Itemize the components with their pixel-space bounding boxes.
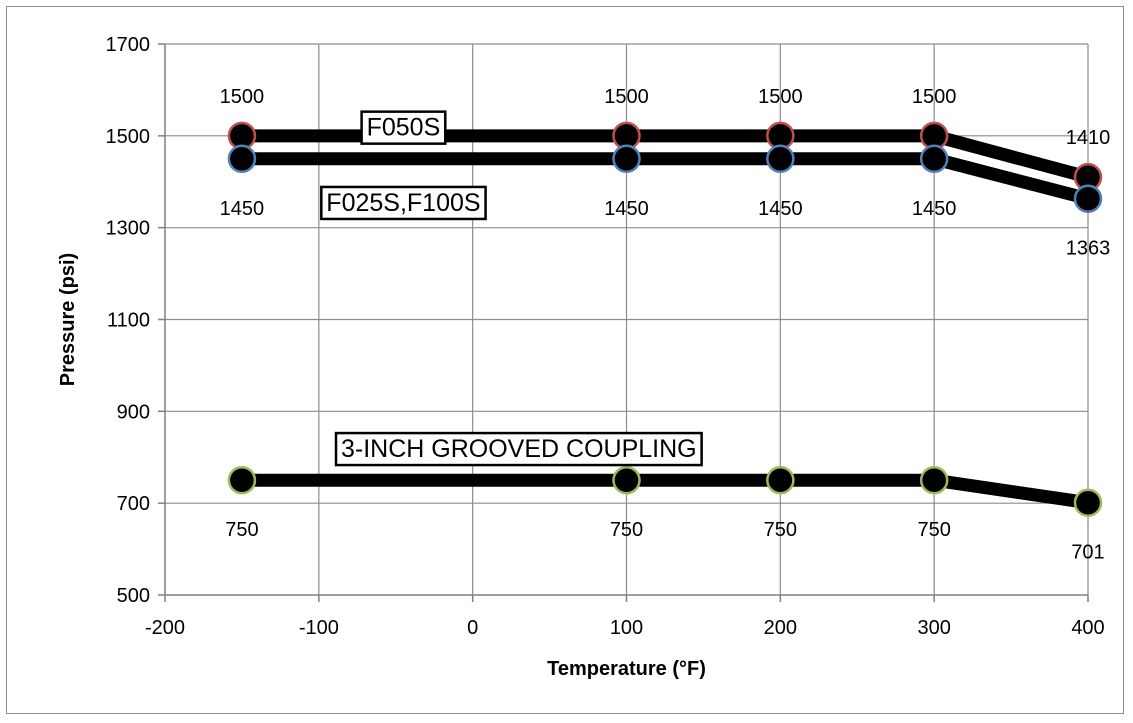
data-label: 1500: [758, 86, 803, 108]
data-label: 1450: [604, 198, 649, 220]
data-label: 750: [917, 519, 950, 541]
data-label: 1363: [1066, 238, 1111, 260]
series-3-marker: [612, 465, 641, 495]
data-label: 750: [225, 519, 258, 541]
y-tick-label: 1300: [106, 218, 151, 240]
data-label: 1450: [758, 198, 803, 220]
y-tick-label: 1500: [106, 126, 151, 148]
series-2-marker: [766, 144, 795, 174]
data-labels: 1500 1500 1500 1500 1410 1450 1450 1450 1450 1363…: [220, 86, 1111, 564]
y-tick-label: 1100: [107, 310, 150, 332]
series-2-marker: [227, 144, 257, 174]
annotation-frame: [360, 110, 447, 145]
data-label: 1500: [912, 86, 957, 108]
series-2-marker: [1073, 184, 1103, 213]
annotation-frame: [320, 185, 487, 221]
y-tick-label: 700: [117, 493, 150, 515]
x-tick-label: -100: [299, 617, 339, 639]
x-tick-label: 0: [467, 617, 478, 639]
x-tick-label: 300: [917, 617, 950, 639]
data-label: 750: [610, 519, 643, 541]
y-tick-label: 900: [117, 401, 150, 423]
series-3-marker: [919, 465, 949, 495]
data-label: 1450: [912, 198, 957, 220]
x-tick-label: 400: [1071, 617, 1104, 639]
axes: 500 700 900 1100 1300 1500 1700 -200 -100 0 100 200…: [106, 34, 1105, 639]
x-tick-label: 100: [610, 617, 643, 639]
annotation-frame: [334, 431, 703, 467]
y-axis-title: Pressure (psi): [57, 253, 79, 386]
series-2-marker: [612, 144, 641, 174]
data-label: 701: [1071, 542, 1104, 564]
series-line-3: [235, 473, 1095, 510]
annotations: F050S F025S,F100S 3-INCH GROOVED COUPLING: [320, 110, 703, 467]
series-markers: [227, 121, 1103, 517]
annotation-text: F025S,F100S: [326, 189, 480, 217]
x-axis-title: Temperature (°F): [547, 658, 706, 680]
series-3-marker: [1073, 488, 1103, 517]
series-3-marker: [227, 465, 257, 495]
y-tick-label: 500: [117, 585, 150, 607]
data-label: 1450: [220, 198, 265, 220]
y-tick-label: 1700: [106, 34, 151, 56]
x-tick-label: 200: [764, 617, 797, 639]
annotation-box-3: 3-INCH GROOVED COUPLING: [334, 431, 703, 467]
x-tick-label: -200: [145, 617, 185, 639]
data-label: 1410: [1066, 127, 1111, 149]
annotation-box-2: F025S,F100S: [320, 185, 487, 221]
annotation-text: 3-INCH GROOVED COUPLING: [341, 435, 697, 463]
series-3-marker: [766, 465, 795, 495]
series-2-marker: [919, 144, 949, 174]
annotation-box-1: F050S: [360, 110, 447, 145]
data-label: 1500: [604, 86, 649, 108]
annotation-text: F050S: [367, 114, 441, 142]
data-label: 750: [764, 519, 797, 541]
data-label: 1500: [220, 86, 265, 108]
